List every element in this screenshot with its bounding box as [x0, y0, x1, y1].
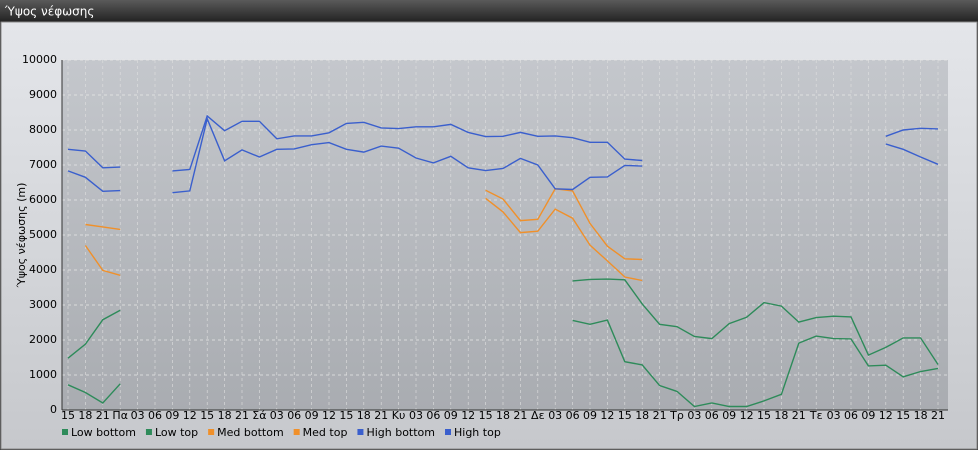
- legend-label: Low bottom: [71, 426, 136, 439]
- legend-label: Med top: [303, 426, 348, 439]
- x-tick-label: 06: [287, 409, 301, 422]
- y-tick-label: 9000: [29, 88, 57, 101]
- x-tick-label: 12: [461, 409, 475, 422]
- x-tick-label: 15: [757, 409, 771, 422]
- legend-label: Low top: [155, 426, 198, 439]
- legend-label: High top: [454, 426, 501, 439]
- x-tick-label: 21: [653, 409, 667, 422]
- x-tick-label: 18: [218, 409, 232, 422]
- x-tick-label: 06: [705, 409, 719, 422]
- x-tick-label: 09: [861, 409, 875, 422]
- x-tick-label: 15: [61, 409, 75, 422]
- x-tick-label: 09: [444, 409, 458, 422]
- x-tick-label: 03: [131, 409, 145, 422]
- x-tick-label: 18: [635, 409, 649, 422]
- x-tick-label: 21: [235, 409, 249, 422]
- legend-swatch: [208, 429, 215, 435]
- x-tick-label: Πα: [112, 409, 128, 422]
- x-tick-label: 21: [792, 409, 806, 422]
- x-tick-label: 12: [183, 409, 197, 422]
- y-axis-title: Ύψος νέφωσης (m): [15, 183, 28, 289]
- legend-swatch: [293, 429, 300, 435]
- y-tick-label: 6000: [29, 193, 57, 206]
- x-tick-label: 21: [374, 409, 388, 422]
- x-tick-label: 15: [618, 409, 632, 422]
- x-tick-label: Δε: [531, 409, 545, 422]
- x-tick-label: 06: [148, 409, 162, 422]
- x-tick-label: 03: [548, 409, 562, 422]
- y-tick-label: 0: [50, 403, 57, 416]
- legend-label: High bottom: [366, 426, 435, 439]
- x-tick-label: 15: [896, 409, 910, 422]
- x-tick-label: 18: [914, 409, 928, 422]
- y-tick-label: 8000: [29, 123, 57, 136]
- x-tick-label: 03: [827, 409, 841, 422]
- legend-swatch: [357, 429, 364, 435]
- legend-swatch: [62, 429, 68, 435]
- x-tick-label: 18: [78, 409, 92, 422]
- series-line: [84, 197, 643, 282]
- x-tick-label: 12: [600, 409, 614, 422]
- x-tick-label: 21: [96, 409, 110, 422]
- x-tick-label: 21: [513, 409, 527, 422]
- x-tick-label: 21: [931, 409, 945, 422]
- x-tick-label: 03: [409, 409, 423, 422]
- x-tick-label: 06: [566, 409, 580, 422]
- x-tick-label: Τε: [809, 409, 823, 422]
- x-tick-label: 12: [740, 409, 754, 422]
- x-tick-label: 15: [479, 409, 493, 422]
- series-line: [67, 319, 939, 408]
- x-tick-label: Τρ: [669, 409, 684, 422]
- legend-label: Med bottom: [217, 426, 284, 439]
- x-tick-label: 09: [165, 409, 179, 422]
- y-tick-label: 3000: [29, 298, 57, 311]
- y-tick-label: 5000: [29, 228, 57, 241]
- x-tick-label: 15: [200, 409, 214, 422]
- window-title: Ύψος νέφωσης: [4, 5, 94, 19]
- x-tick-label: 15: [339, 409, 353, 422]
- x-tick-label: 12: [879, 409, 893, 422]
- series-line: [67, 116, 939, 194]
- legend-swatch: [145, 429, 152, 435]
- x-tick-label: 06: [426, 409, 440, 422]
- x-tick-label: Κυ: [392, 409, 406, 422]
- x-tick-label: 12: [322, 409, 336, 422]
- series-line: [67, 278, 939, 365]
- x-tick-label: 18: [496, 409, 510, 422]
- y-tick-label: 10000: [22, 53, 57, 66]
- series-line: [67, 114, 939, 172]
- x-tick-label: 06: [844, 409, 858, 422]
- x-tick-label: 03: [687, 409, 701, 422]
- x-tick-label: 03: [270, 409, 284, 422]
- title-bar: [0, 0, 978, 22]
- chart: 0 1000 2000 3000 4000 5000 6000 7000 8000 9000 100…: [22, 53, 948, 439]
- y-tick-label: 2000: [29, 333, 57, 346]
- y-tick-label: 4000: [29, 263, 57, 276]
- x-tick-label: 09: [722, 409, 736, 422]
- y-tick-label: 7000: [29, 158, 57, 171]
- x-tick-label: 09: [305, 409, 319, 422]
- legend-swatch: [445, 429, 451, 435]
- x-tick-label: 09: [583, 409, 597, 422]
- x-tick-label: 18: [774, 409, 788, 422]
- x-tick-label: 18: [357, 409, 371, 422]
- x-tick-label: Σά: [252, 409, 266, 422]
- y-tick-label: 1000: [29, 368, 57, 381]
